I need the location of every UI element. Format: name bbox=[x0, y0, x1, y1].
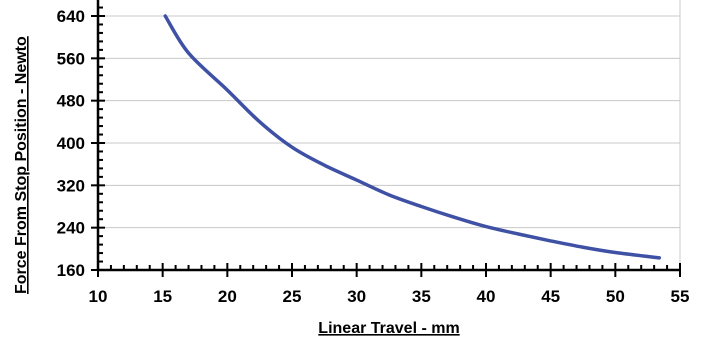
x-tick-label: 45 bbox=[541, 287, 560, 306]
series-layer bbox=[163, 14, 662, 260]
x-tick-labels: 10 15 20 25 30 35 40 45 50 55 bbox=[89, 287, 690, 306]
x-tick-label: 40 bbox=[477, 287, 496, 306]
x-tick-label: 25 bbox=[283, 287, 302, 306]
y-tick-label: 640 bbox=[57, 7, 85, 26]
axes bbox=[91, 0, 681, 277]
y-tick-label: 160 bbox=[57, 261, 85, 280]
y-tick-labels: 160 240 320 400 480 560 640 bbox=[57, 7, 85, 280]
x-axis-title: Linear Travel - mm bbox=[318, 320, 459, 337]
x-tick-label: 50 bbox=[606, 287, 625, 306]
force-curve-line bbox=[163, 14, 662, 260]
y-tick-label: 320 bbox=[57, 176, 85, 195]
y-tick-label: 400 bbox=[57, 134, 85, 153]
x-tick-label: 55 bbox=[671, 287, 690, 306]
x-tick-label: 30 bbox=[347, 287, 366, 306]
x-tick-label: 10 bbox=[89, 287, 108, 306]
x-tick-label: 20 bbox=[218, 287, 237, 306]
y-tick-label: 480 bbox=[57, 92, 85, 111]
y-axis-title: Force From Stop Position - Newto bbox=[13, 36, 30, 294]
grid-lines bbox=[98, 0, 681, 270]
x-tick-label: 15 bbox=[153, 287, 172, 306]
x-tick-label: 35 bbox=[412, 287, 431, 306]
y-tick-label: 240 bbox=[57, 219, 85, 238]
y-tick-label: 560 bbox=[57, 49, 85, 68]
